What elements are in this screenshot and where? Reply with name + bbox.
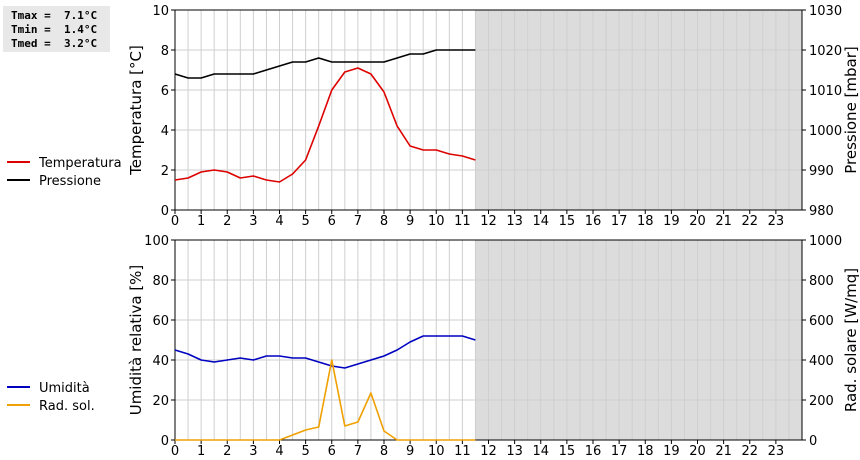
x-tick-label: 7 xyxy=(354,214,362,229)
series-line xyxy=(175,359,476,441)
future-region xyxy=(475,240,802,440)
x-tick-label: 8 xyxy=(380,214,388,229)
x-tick-label: 13 xyxy=(506,444,523,459)
y-tick-label: 20 xyxy=(152,394,169,409)
tmax-text: Tmax = 7.1°C xyxy=(11,9,98,22)
x-tick-label: 5 xyxy=(301,214,309,229)
x-tick-label: 14 xyxy=(532,214,549,229)
tmed-text: Tmed = 3.2°C xyxy=(11,37,98,50)
x-tick-label: 10 xyxy=(428,444,445,459)
x-tick-label: 23 xyxy=(768,214,785,229)
legend-label: Pressione xyxy=(39,174,101,189)
x-tick-label: 18 xyxy=(637,444,654,459)
x-tick-label: 17 xyxy=(611,214,628,229)
legend-label: Rad. sol. xyxy=(39,399,95,414)
x-tick-label: 22 xyxy=(741,214,758,229)
y2-tick-label: 200 xyxy=(809,394,834,409)
x-tick-label: 0 xyxy=(171,444,179,459)
x-tick-label: 6 xyxy=(328,444,336,459)
x-tick-label: 20 xyxy=(689,444,706,459)
x-tick-label: 14 xyxy=(532,444,549,459)
x-tick-label: 3 xyxy=(249,214,257,229)
x-tick-label: 21 xyxy=(715,444,732,459)
y2-tick-label: 980 xyxy=(809,204,834,219)
x-tick-label: 20 xyxy=(689,214,706,229)
y-tick-label: 4 xyxy=(161,124,169,139)
legend-label: Umidità xyxy=(39,381,90,396)
x-tick-label: 2 xyxy=(223,444,231,459)
x-tick-label: 6 xyxy=(328,214,336,229)
y2-tick-label: 800 xyxy=(809,274,834,289)
x-tick-label: 8 xyxy=(380,444,388,459)
x-tick-label: 2 xyxy=(223,214,231,229)
y-tick-label: 8 xyxy=(161,44,169,59)
y-tick-label: 80 xyxy=(152,274,169,289)
x-tick-label: 5 xyxy=(301,444,309,459)
x-tick-label: 9 xyxy=(406,444,414,459)
x-tick-label: 1 xyxy=(197,444,205,459)
y2-tick-label: 1030 xyxy=(809,4,842,19)
series-line xyxy=(174,335,476,369)
x-tick-label: 12 xyxy=(480,444,497,459)
x-tick-label: 0 xyxy=(171,214,179,229)
x-tick-label: 9 xyxy=(406,214,414,229)
x-tick-label: 18 xyxy=(637,214,654,229)
x-tick-label: 10 xyxy=(428,214,445,229)
y2-tick-label: 600 xyxy=(809,314,834,329)
x-tick-label: 4 xyxy=(275,214,283,229)
series-line xyxy=(174,67,476,183)
y2-axis-label: Pressione [mbar] xyxy=(842,46,860,174)
y-tick-label: 0 xyxy=(161,434,169,449)
y2-tick-label: 1000 xyxy=(809,124,842,139)
tmin-text: Tmin = 1.4°C xyxy=(11,23,98,36)
x-tick-label: 11 xyxy=(454,444,471,459)
x-tick-label: 17 xyxy=(611,444,628,459)
x-tick-label: 21 xyxy=(715,214,732,229)
y2-tick-label: 400 xyxy=(809,354,834,369)
stats-box: Tmax = 7.1°C Tmin = 1.4°C Tmed = 3.2°C xyxy=(3,6,110,52)
y-tick-label: 40 xyxy=(152,354,169,369)
series-line xyxy=(174,49,476,79)
legend-label: Temperatura xyxy=(38,156,122,171)
y2-tick-label: 1000 xyxy=(809,234,842,249)
y-tick-label: 100 xyxy=(144,234,169,249)
y-tick-label: 2 xyxy=(161,164,169,179)
y2-tick-label: 1010 xyxy=(809,84,842,99)
x-tick-label: 15 xyxy=(559,214,576,229)
x-tick-label: 13 xyxy=(506,214,523,229)
y2-tick-label: 990 xyxy=(809,164,834,179)
x-tick-label: 3 xyxy=(249,444,257,459)
x-tick-label: 1 xyxy=(197,214,205,229)
x-tick-label: 19 xyxy=(663,444,680,459)
y-tick-label: 0 xyxy=(161,204,169,219)
x-tick-label: 4 xyxy=(275,444,283,459)
y-tick-label: 6 xyxy=(161,84,169,99)
x-tick-label: 23 xyxy=(768,444,785,459)
y2-tick-label: 1020 xyxy=(809,44,842,59)
y2-axis-label: Rad. solare [W/mq] xyxy=(842,268,860,412)
x-tick-label: 16 xyxy=(585,214,602,229)
x-tick-label: 16 xyxy=(585,444,602,459)
y-tick-label: 60 xyxy=(152,314,169,329)
x-tick-label: 22 xyxy=(741,444,758,459)
x-tick-label: 12 xyxy=(480,214,497,229)
x-tick-label: 7 xyxy=(354,444,362,459)
y2-tick-label: 0 xyxy=(809,434,817,449)
y-axis-label: Temperatura [°C] xyxy=(127,45,145,176)
future-region xyxy=(475,10,802,210)
x-tick-label: 11 xyxy=(454,214,471,229)
y-axis-label: Umidità relativa [%] xyxy=(127,265,145,416)
x-tick-label: 19 xyxy=(663,214,680,229)
y-tick-label: 10 xyxy=(152,4,169,19)
x-tick-label: 15 xyxy=(559,444,576,459)
